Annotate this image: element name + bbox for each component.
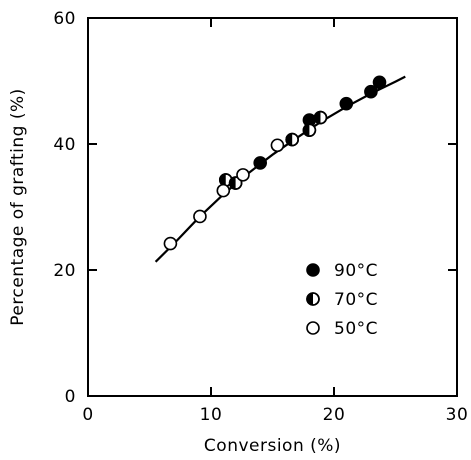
data-point-series-1 (285, 132, 299, 147)
data-point-series-0 (253, 156, 268, 170)
data-point-series-1 (313, 110, 328, 125)
axes-layer: 0 10 20 30 0 20 40 60 Conversion (%) Percentage o… (8, 9, 468, 456)
y-tick-label: 60 (53, 9, 76, 29)
legend-label: 70°C (334, 290, 378, 310)
plot-frame (87, 17, 458, 397)
data-point-series-1 (228, 176, 243, 190)
x-tick-label: 0 (82, 405, 93, 425)
x-tick-label: 30 (446, 405, 469, 425)
x-tick-label: 10 (200, 405, 223, 425)
data-point-series-0 (339, 96, 354, 111)
legend: 90°C 70°C 50°C (306, 261, 378, 339)
x-tick-label: 20 (323, 405, 346, 425)
data-point-series-2 (216, 183, 231, 198)
data-point-series-2 (193, 209, 207, 224)
legend-label: 50°C (334, 319, 378, 339)
fit-curve (154, 75, 406, 263)
data-point-series-0 (364, 84, 378, 99)
y-tick-label: 0 (65, 387, 76, 407)
fit-curve-layer (154, 75, 406, 263)
legend-marker (306, 263, 320, 277)
data-point-series-1 (302, 123, 317, 137)
y-tick-label: 20 (53, 261, 76, 281)
y-axis-title: Percentage of grafting (%) (8, 88, 28, 326)
legend-marker (306, 321, 320, 335)
points-layer (163, 75, 387, 251)
data-point-series-2 (163, 236, 178, 251)
y-tick-label: 40 (53, 135, 76, 155)
legend-marker (306, 292, 320, 306)
data-point-series-2 (236, 168, 250, 182)
data-point-series-2 (270, 138, 285, 153)
data-point-series-0 (372, 75, 387, 90)
legend-label: 90°C (334, 261, 378, 281)
x-axis-title: Conversion (%) (204, 436, 341, 456)
